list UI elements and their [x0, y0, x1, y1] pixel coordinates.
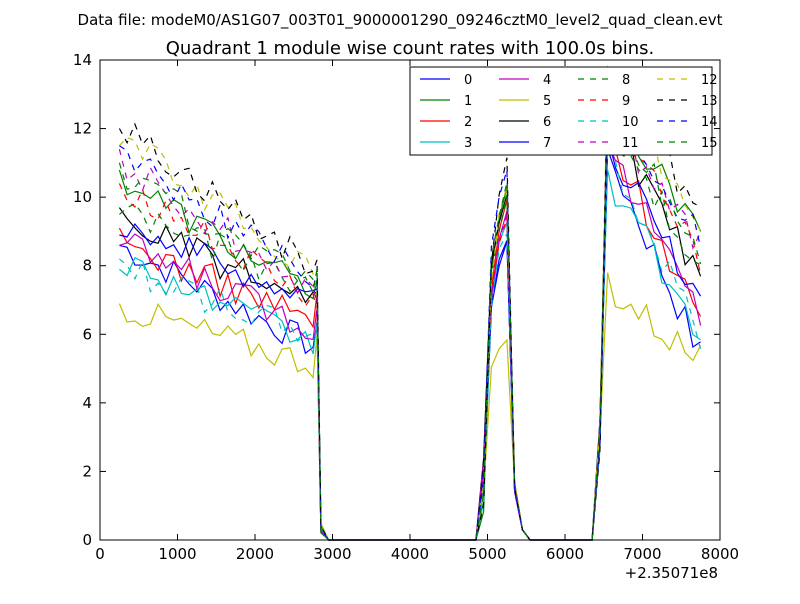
y-tick-label: 4	[82, 394, 92, 412]
series-line-14	[119, 92, 702, 541]
y-tick-label: 6	[82, 325, 92, 343]
legend-label-8: 8	[622, 73, 630, 88]
legend-label-3: 3	[464, 136, 472, 151]
legend-label-9: 9	[622, 94, 630, 109]
legend-label-13: 13	[701, 94, 718, 109]
y-tick-label: 2	[82, 462, 92, 480]
suptitle: Data file: modeM0/AS1G07_003T01_90000012…	[78, 11, 723, 30]
y-tick-label: 12	[73, 120, 92, 138]
legend-label-0: 0	[464, 73, 472, 88]
x-offset-label: +2.35071e8	[625, 564, 718, 582]
x-tick-label: 5000	[468, 545, 506, 563]
legend-box	[409, 66, 713, 156]
legend-label-12: 12	[701, 73, 718, 88]
x-tick-label: 6000	[546, 545, 584, 563]
legend-label-14: 14	[701, 115, 718, 130]
x-axis: 0 1000 2000 3000 4000 5000 6000 7000 8000	[95, 60, 739, 563]
series-line-10	[119, 147, 702, 541]
x-tick-label: 3000	[313, 545, 351, 563]
y-tick-label: 8	[82, 257, 92, 275]
legend-label-5: 5	[543, 94, 551, 109]
legend-label-15: 15	[701, 136, 718, 151]
x-tick-label: 1000	[158, 545, 196, 563]
series-line-8	[119, 119, 701, 541]
chart-title: Quadrant 1 module wise count rates with …	[166, 38, 655, 59]
x-tick-label: 7000	[623, 545, 661, 563]
x-tick-label: 4000	[391, 545, 429, 563]
legend-label-4: 4	[543, 73, 551, 88]
legend-label-1: 1	[464, 94, 472, 109]
legend-label-2: 2	[464, 115, 472, 130]
legend-label-10: 10	[622, 115, 639, 130]
x-tick-label: 8000	[701, 545, 739, 563]
legend-label-7: 7	[543, 136, 551, 151]
y-tick-label: 14	[73, 51, 92, 69]
x-tick-label: 0	[95, 545, 105, 563]
y-tick-label: 10	[73, 188, 92, 206]
y-tick-label: 0	[82, 531, 92, 549]
legend-label-6: 6	[543, 115, 551, 130]
legend-label-11: 11	[622, 136, 639, 151]
x-tick-label: 2000	[236, 545, 274, 563]
